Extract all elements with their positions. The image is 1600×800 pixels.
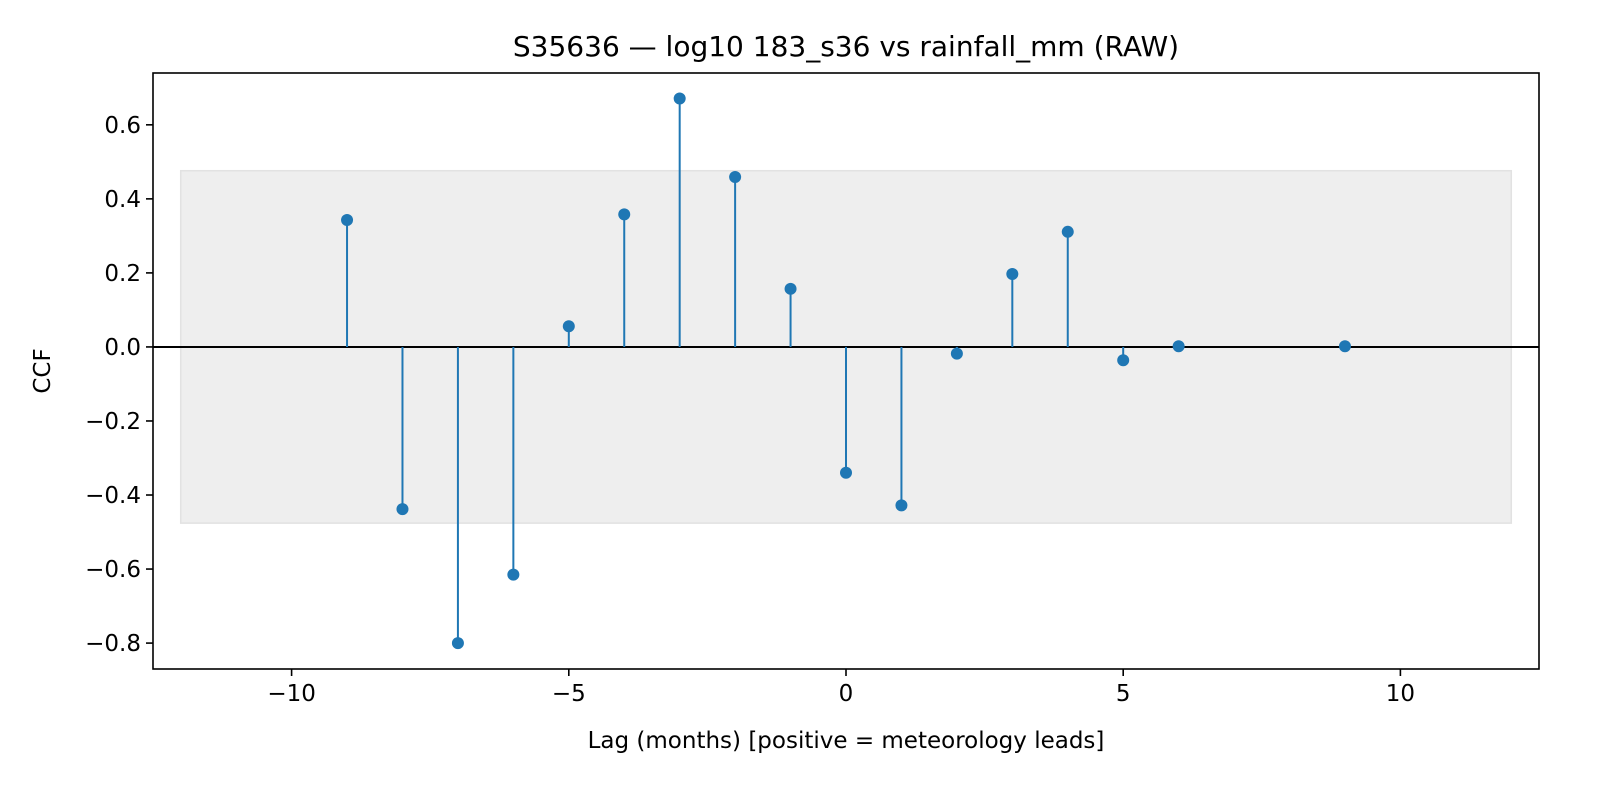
stem-layer: [341, 92, 1351, 650]
stem-lag-0: [840, 346, 852, 479]
stem-marker: [673, 92, 686, 105]
stem-lag--1: [784, 282, 797, 347]
stem-marker: [1117, 354, 1130, 367]
stem-lag--8: [396, 346, 409, 516]
stem-marker: [1338, 340, 1351, 353]
y-tick-label: 0.0: [104, 335, 141, 361]
stem-lag--9: [341, 213, 354, 347]
stem-marker: [562, 320, 575, 333]
stem-lag-5: [1117, 346, 1130, 367]
stem-lag-4: [1061, 225, 1074, 347]
stem-lag--6: [507, 346, 520, 581]
stem-marker: [341, 213, 354, 226]
stem-lag-6: [1172, 340, 1185, 353]
chart-title: S35636 — log10 183_s36 vs rainfall_mm (R…: [513, 30, 1179, 63]
stem-lag--3: [673, 92, 686, 347]
x-tick-label: 0: [839, 681, 854, 707]
x-tick-label: −5: [552, 681, 586, 707]
plot-frame: [152, 72, 1540, 670]
stem-marker: [950, 347, 963, 360]
x-axis-label: Lag (months) [positive = meteorology lea…: [588, 728, 1105, 754]
y-tick-label: −0.4: [85, 483, 141, 509]
stem-marker: [1061, 225, 1074, 238]
stem-marker: [840, 466, 852, 479]
stem-lag--2: [729, 171, 742, 347]
x-tick-label: −10: [267, 681, 316, 707]
stem-lag-3: [1006, 268, 1019, 347]
x-tick-label: 5: [1116, 681, 1131, 707]
stem-lag--5: [562, 320, 575, 347]
y-tick-label: 0.4: [104, 187, 141, 213]
stem-marker: [618, 208, 631, 221]
y-tick-label: 0.2: [104, 261, 141, 287]
stem-marker: [1172, 340, 1185, 353]
stem-marker: [729, 171, 742, 184]
stem-lag-9: [1338, 340, 1351, 353]
y-tick-label: −0.6: [85, 557, 141, 583]
stem-marker: [451, 637, 464, 650]
y-tick-label: 0.6: [104, 113, 141, 139]
stem-marker: [1006, 268, 1019, 281]
stem-marker: [396, 503, 409, 516]
stem-lag-2: [950, 346, 963, 360]
y-axis-label: CCF: [30, 348, 56, 393]
stem-marker: [784, 282, 797, 295]
y-axis-ticks: −0.8 −0.6 −0.4 −0.2 0.0 0.2 0.4 0.6: [85, 113, 153, 657]
stem-lag-1: [895, 346, 908, 512]
stem-marker: [895, 499, 908, 512]
y-tick-label: −0.8: [85, 631, 141, 657]
y-tick-label: −0.2: [85, 409, 141, 435]
stem-marker: [507, 568, 520, 581]
stem-lag--4: [618, 208, 631, 347]
x-tick-label: 10: [1386, 681, 1415, 707]
stem-lag--7: [451, 346, 464, 650]
x-axis-ticks: −10 −5 0 5 10: [267, 669, 1415, 707]
